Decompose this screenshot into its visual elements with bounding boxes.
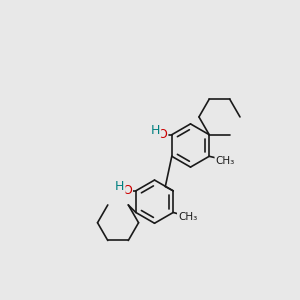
- Text: H: H: [151, 124, 160, 137]
- Text: CH₃: CH₃: [178, 212, 197, 222]
- Text: O: O: [157, 128, 167, 141]
- Text: O: O: [122, 184, 132, 197]
- Text: H: H: [115, 180, 124, 193]
- Text: CH₃: CH₃: [216, 156, 235, 166]
